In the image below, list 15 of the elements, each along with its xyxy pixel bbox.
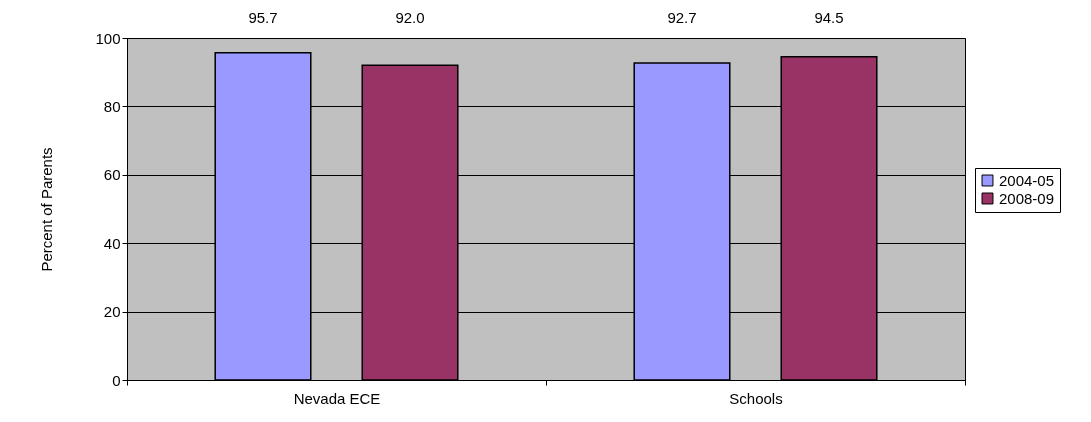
data-label: 95.7 (248, 9, 278, 26)
data-label: 92.7 (667, 9, 697, 26)
data-label: 92.0 (395, 9, 425, 26)
y-axis-title: Percent of Parents (38, 147, 56, 272)
y-tick-label: 20 (103, 303, 121, 321)
legend-label: 2004-05 (999, 171, 1055, 189)
y-tick-label: 40 (103, 234, 121, 252)
y-tick-label: 100 (95, 29, 121, 47)
y-tick-label: 0 (112, 371, 121, 389)
legend-label: 2008-09 (999, 189, 1055, 207)
y-tick-label: 60 (103, 166, 121, 184)
x-tick-label: Schools (729, 389, 783, 407)
data-label: 94.5 (814, 9, 844, 26)
y-tick-label: 80 (103, 97, 121, 115)
x-tick-label: Nevada ECE (293, 389, 381, 407)
